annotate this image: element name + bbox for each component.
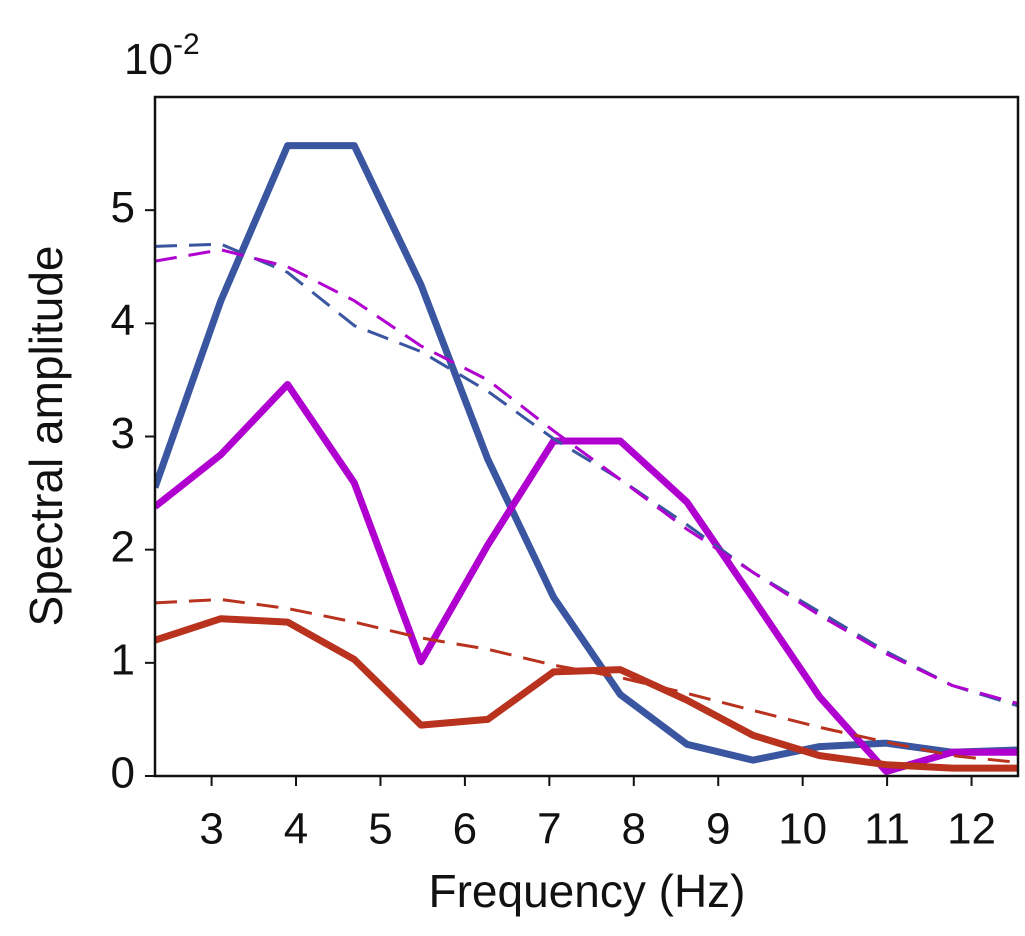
y-tick-label: 5 [111, 183, 135, 232]
multiplier-base: 10 [124, 35, 173, 84]
x-tick-label: 7 [537, 805, 561, 854]
x-tick-label: 10 [778, 805, 827, 854]
x-tick-label: 9 [706, 805, 730, 854]
x-tick-label: 11 [864, 805, 910, 854]
x-tick-label: 12 [947, 805, 996, 854]
line [155, 615, 1018, 772]
x-tick-label: 5 [368, 805, 392, 854]
plot-frame [153, 95, 1020, 778]
y-tick-label: 2 [111, 522, 135, 571]
x-tick-label: 4 [284, 805, 308, 854]
y-tick-label: 1 [111, 635, 135, 684]
y-tick-label: 4 [111, 296, 135, 345]
x-axis-label: Frequency (Hz) [429, 865, 746, 917]
y-multiplier: 10-2 [124, 28, 200, 84]
line [155, 380, 1018, 775]
x-tick-label: 8 [622, 805, 646, 854]
dashed-line [155, 597, 1018, 764]
line [155, 142, 1018, 764]
dashed-line [155, 248, 1018, 706]
multiplier-exponent: -2 [173, 28, 200, 61]
y-tick-label: 3 [111, 409, 135, 458]
x-tick-label: 6 [453, 805, 477, 854]
x-tick-label: 3 [199, 805, 223, 854]
dashed-line [155, 242, 1018, 708]
y-axis-label: Spectral amplitude [20, 246, 72, 627]
y-tick-label: 0 [111, 749, 135, 798]
